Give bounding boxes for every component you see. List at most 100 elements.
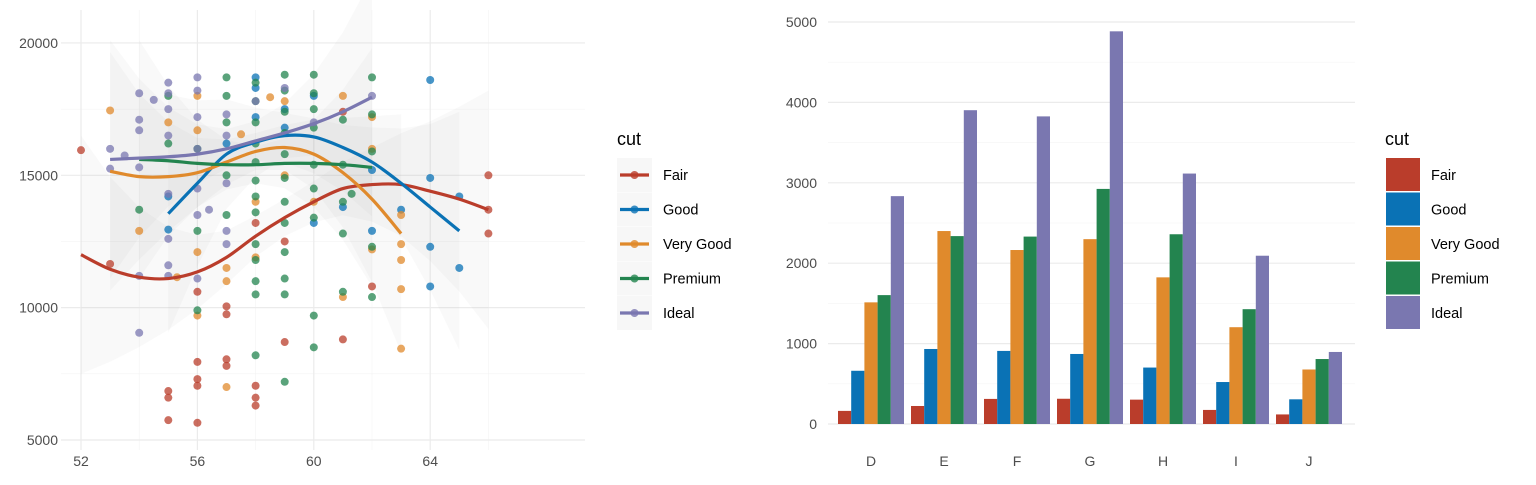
data-point — [251, 192, 260, 201]
scatter-legend: cut Fair Good Very Good Premium Ideal — [617, 129, 732, 330]
data-point — [484, 229, 493, 238]
data-point — [338, 335, 347, 344]
confidence-band-ideal — [110, 0, 372, 279]
data-point — [251, 351, 260, 360]
data-point — [164, 387, 173, 396]
data-point — [149, 95, 158, 104]
bar-I-fair — [1203, 409, 1217, 424]
data-point — [368, 226, 376, 235]
legend-label: Ideal — [663, 306, 694, 322]
data-point — [338, 115, 347, 124]
data-point — [426, 242, 435, 251]
data-point — [426, 173, 435, 182]
legend-label: Premium — [1431, 272, 1489, 288]
bar-G-fair — [1057, 398, 1071, 424]
smooth-line-good — [167, 133, 461, 233]
legend-key-swatch — [1386, 192, 1420, 226]
data-point — [280, 97, 289, 106]
legend-label: Very Good — [663, 237, 732, 253]
x-tick-label: F — [1013, 453, 1022, 469]
bar-D-premium — [877, 295, 891, 424]
data-point — [222, 361, 231, 370]
data-point — [309, 343, 318, 352]
bar-J-ideal — [1328, 351, 1342, 424]
data-point — [222, 277, 231, 286]
legend-key-point — [630, 274, 639, 283]
data-point — [164, 225, 173, 234]
y-tick-label: 20000 — [19, 35, 58, 51]
legend-key-swatch — [1386, 158, 1420, 191]
data-point — [338, 197, 347, 206]
data-point — [222, 179, 231, 188]
smooth-line-very-good — [109, 145, 403, 235]
bar-F-very-good — [1010, 250, 1024, 424]
bar-E-premium — [950, 236, 964, 424]
data-point — [77, 146, 85, 155]
data-point — [135, 115, 144, 124]
data-point — [251, 208, 260, 217]
data-point — [222, 263, 231, 272]
bar-legend: cut Fair Good Very Good Premium Ideal — [1385, 129, 1500, 329]
bar-E-ideal — [963, 110, 977, 425]
y-tick-label: 5000 — [786, 14, 817, 30]
data-point — [106, 106, 115, 115]
x-tick-label: E — [939, 453, 948, 469]
data-point — [164, 393, 173, 402]
data-point — [222, 355, 231, 364]
data-point — [484, 171, 493, 180]
data-point — [193, 274, 202, 283]
bar-G-premium — [1096, 188, 1110, 424]
bar-D-fair — [838, 410, 852, 424]
data-point — [280, 248, 289, 257]
data-point — [397, 344, 406, 353]
data-point — [164, 131, 173, 140]
y-tick-label: 1000 — [786, 336, 817, 352]
data-point — [193, 73, 202, 82]
legend-key-swatch — [1386, 296, 1420, 329]
data-point — [251, 218, 260, 227]
legend-key-point — [630, 171, 639, 179]
legend-title: cut — [617, 129, 641, 149]
data-point — [309, 89, 318, 98]
data-point — [135, 205, 144, 214]
data-point — [193, 381, 202, 390]
bar-D-ideal — [890, 196, 904, 424]
bar-F-premium — [1023, 236, 1037, 424]
bar-I-good — [1216, 382, 1230, 424]
data-point — [193, 126, 202, 135]
y-tick-label: 15000 — [19, 167, 58, 183]
data-point — [368, 147, 376, 156]
bar-E-good — [924, 348, 938, 424]
bar-G-ideal — [1109, 31, 1123, 424]
data-point — [193, 375, 202, 384]
data-point — [164, 234, 173, 243]
data-point — [309, 105, 318, 114]
data-point — [251, 393, 260, 402]
legend-title: cut — [1385, 129, 1409, 149]
x-tick-label: D — [866, 453, 876, 469]
legend-key-point — [630, 205, 639, 214]
legend-label: Premium — [663, 272, 721, 288]
data-point — [280, 173, 289, 182]
bar-J-good — [1289, 399, 1303, 424]
data-point — [222, 118, 231, 127]
data-point — [164, 189, 173, 198]
x-tick-label: G — [1085, 453, 1096, 469]
data-point — [193, 226, 202, 235]
data-point — [251, 97, 260, 106]
data-point — [135, 328, 144, 337]
data-point — [280, 83, 289, 92]
data-point — [368, 73, 376, 82]
legend-label: Fair — [1431, 168, 1456, 184]
y-tick-label: 2000 — [786, 255, 817, 271]
data-point — [280, 237, 289, 246]
bar-H-ideal — [1182, 173, 1196, 424]
data-point — [106, 144, 115, 153]
data-point — [338, 91, 347, 100]
data-point — [368, 282, 376, 291]
data-point — [222, 110, 231, 119]
data-point — [280, 70, 289, 79]
data-point — [135, 126, 144, 135]
data-point — [251, 277, 260, 286]
